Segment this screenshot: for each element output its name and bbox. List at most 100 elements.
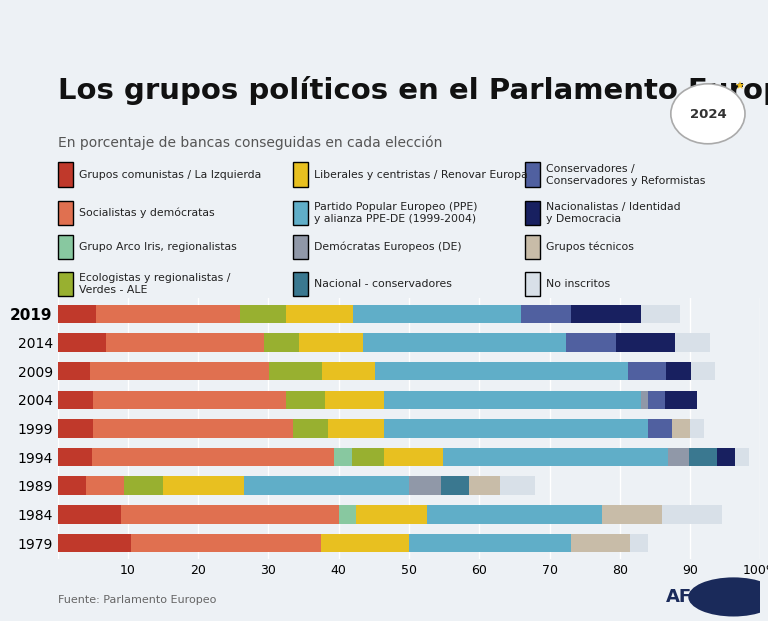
Text: AFP: AFP xyxy=(665,588,705,606)
Bar xyxy=(641,304,680,323)
Bar xyxy=(648,391,665,409)
Bar xyxy=(627,362,666,381)
Text: Nacionalistas / Identidad
y Democracia: Nacionalistas / Identidad y Democracia xyxy=(546,202,680,224)
Bar xyxy=(666,362,690,381)
Bar xyxy=(121,505,339,524)
Bar xyxy=(356,505,426,524)
Bar xyxy=(384,391,641,409)
Bar xyxy=(468,476,500,495)
Bar xyxy=(668,448,690,466)
Text: Conservadores /
Conservadores y Reformistas: Conservadores / Conservadores y Reformis… xyxy=(546,163,705,186)
Bar xyxy=(339,505,356,524)
Bar xyxy=(441,476,468,495)
Bar xyxy=(58,476,86,495)
Bar xyxy=(58,362,90,381)
FancyBboxPatch shape xyxy=(293,163,309,187)
Text: Fuente: Parlamento Europeo: Fuente: Parlamento Europeo xyxy=(58,596,216,605)
Bar xyxy=(648,419,673,438)
Text: Grupos comunistas / La Izquierda: Grupos comunistas / La Izquierda xyxy=(78,170,261,179)
Bar xyxy=(735,448,749,466)
Text: Ecologistas y regionalistas /
Verdes - ALE: Ecologistas y regionalistas / Verdes - A… xyxy=(78,273,230,295)
Bar xyxy=(240,304,286,323)
Bar xyxy=(409,476,441,495)
Bar xyxy=(566,333,616,352)
Text: Liberales y centristas / Renovar Europa: Liberales y centristas / Renovar Europa xyxy=(314,170,528,179)
Bar xyxy=(409,534,571,553)
Bar xyxy=(631,534,648,553)
Bar xyxy=(335,448,352,466)
Bar xyxy=(717,448,735,466)
Bar xyxy=(58,304,96,323)
Bar xyxy=(353,304,521,323)
Circle shape xyxy=(688,578,768,617)
Bar xyxy=(86,476,124,495)
Bar xyxy=(58,505,121,524)
Bar xyxy=(93,419,293,438)
Bar xyxy=(58,333,106,352)
Bar xyxy=(90,362,269,381)
Bar xyxy=(243,476,409,495)
Bar xyxy=(571,534,631,553)
Circle shape xyxy=(670,84,745,144)
Text: Socialistas y demócratas: Socialistas y demócratas xyxy=(78,208,214,218)
Text: No inscritos: No inscritos xyxy=(546,279,610,289)
Text: ★: ★ xyxy=(733,83,744,93)
Bar xyxy=(362,333,566,352)
Bar xyxy=(58,534,131,553)
Bar xyxy=(662,505,722,524)
Bar xyxy=(322,362,375,381)
Bar xyxy=(124,476,163,495)
Bar xyxy=(264,333,300,352)
Bar xyxy=(690,448,717,466)
Text: Nacional - conservadores: Nacional - conservadores xyxy=(314,279,452,289)
Bar xyxy=(375,362,627,381)
FancyBboxPatch shape xyxy=(293,272,309,296)
Bar xyxy=(641,391,648,409)
Bar xyxy=(293,419,328,438)
Bar xyxy=(675,333,710,352)
Bar xyxy=(321,534,409,553)
FancyBboxPatch shape xyxy=(58,235,73,260)
Bar xyxy=(328,419,384,438)
Text: Grupos técnicos: Grupos técnicos xyxy=(546,242,634,252)
Bar xyxy=(92,448,335,466)
Bar xyxy=(300,333,362,352)
Bar xyxy=(58,391,93,409)
FancyBboxPatch shape xyxy=(525,235,541,260)
FancyBboxPatch shape xyxy=(525,201,541,225)
Bar xyxy=(690,419,704,438)
Bar xyxy=(58,448,92,466)
Bar xyxy=(93,391,286,409)
Bar xyxy=(352,448,384,466)
Text: Los grupos políticos en el Parlamento Europeo: Los grupos políticos en el Parlamento Eu… xyxy=(58,76,768,105)
FancyBboxPatch shape xyxy=(58,201,73,225)
Bar xyxy=(131,534,321,553)
FancyBboxPatch shape xyxy=(58,163,73,187)
Text: En porcentaje de bancas conseguidas en cada elección: En porcentaje de bancas conseguidas en c… xyxy=(58,135,442,150)
FancyBboxPatch shape xyxy=(293,201,309,225)
FancyBboxPatch shape xyxy=(525,163,541,187)
Text: Demócratas Europeos (DE): Demócratas Europeos (DE) xyxy=(314,242,462,252)
Bar xyxy=(286,304,353,323)
Bar xyxy=(286,391,325,409)
Bar xyxy=(106,333,264,352)
Bar xyxy=(58,419,93,438)
Bar xyxy=(602,505,662,524)
Text: 2024: 2024 xyxy=(690,108,727,121)
Bar xyxy=(665,391,697,409)
Bar xyxy=(500,476,535,495)
Bar xyxy=(96,304,240,323)
Bar xyxy=(163,476,243,495)
FancyBboxPatch shape xyxy=(293,235,309,260)
Bar xyxy=(269,362,322,381)
Text: Grupo Arco Iris, regionalistas: Grupo Arco Iris, regionalistas xyxy=(78,242,237,252)
Bar xyxy=(616,333,675,352)
Bar xyxy=(384,419,648,438)
Bar xyxy=(571,304,641,323)
FancyBboxPatch shape xyxy=(525,272,541,296)
Bar xyxy=(673,419,690,438)
Text: Partido Popular Europeo (PPE)
y alianza PPE-DE (1999-2004): Partido Popular Europeo (PPE) y alianza … xyxy=(314,202,478,224)
FancyBboxPatch shape xyxy=(58,272,73,296)
Bar xyxy=(426,505,602,524)
Bar xyxy=(443,448,668,466)
